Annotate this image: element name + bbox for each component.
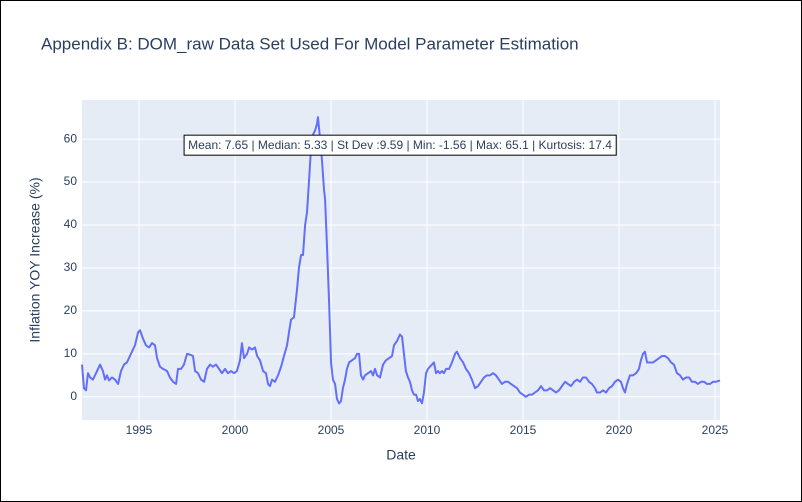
- y-tick-label: 20: [64, 303, 78, 317]
- x-axis-title: Date: [386, 447, 416, 463]
- y-tick-label: 10: [64, 346, 78, 360]
- x-tick-label: 2005: [318, 423, 345, 437]
- x-tick-label: 2025: [702, 423, 729, 437]
- y-tick-label: 50: [64, 174, 78, 188]
- y-tick-label: 30: [64, 260, 78, 274]
- x-tick-label: 2000: [222, 423, 249, 437]
- y-axis-title: Inflation YOY Increase (%): [27, 177, 43, 342]
- annotation-box: [183, 134, 617, 156]
- x-tick-label: 2015: [510, 423, 537, 437]
- y-tick-label: 60: [64, 131, 78, 145]
- y-tick-label: 0: [70, 389, 77, 403]
- data-line: [81, 116, 721, 405]
- x-tick-label: 1995: [126, 423, 153, 437]
- y-tick-label: 40: [64, 217, 78, 231]
- x-tick-label: 2010: [414, 423, 441, 437]
- x-tick-label: 2020: [606, 423, 633, 437]
- chart-title: Appendix B: DOM_raw Data Set Used For Mo…: [41, 34, 579, 53]
- annotation: Mean: 7.65 | Median: 5.33 | St Dev :9.59…: [188, 138, 612, 152]
